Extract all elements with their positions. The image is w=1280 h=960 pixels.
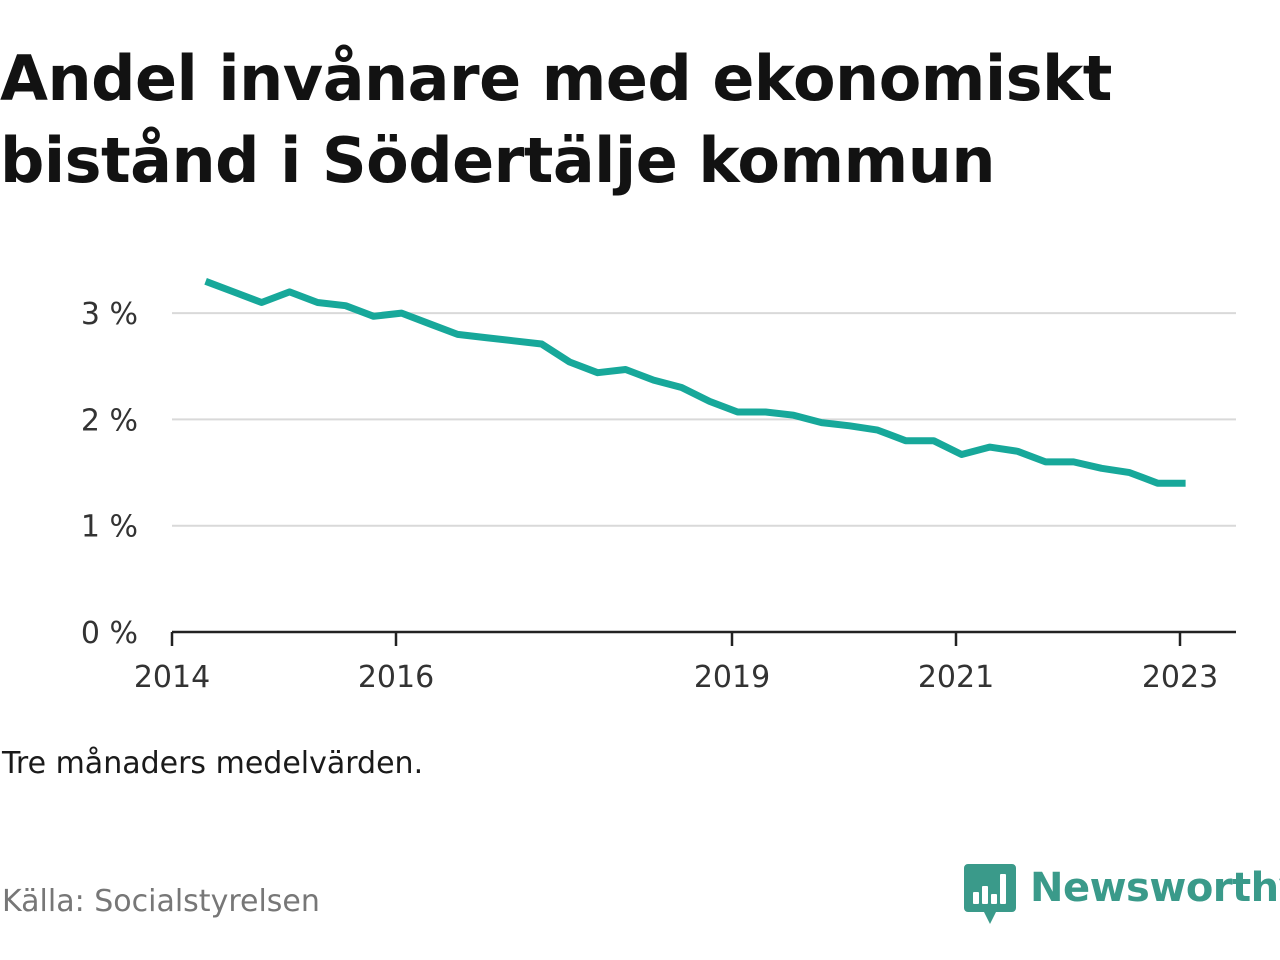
- chart-note: Tre månaders medelvärden.: [2, 746, 424, 781]
- source-credit: Källa: Socialstyrelsen: [2, 884, 320, 919]
- newsworthy-logo-icon: [964, 864, 1016, 924]
- series-line: [204, 278, 1186, 487]
- grid-lines: [172, 312, 1236, 527]
- x-tick-label: 2021: [918, 660, 994, 695]
- x-tick-label: 2014: [134, 660, 210, 695]
- series: [204, 278, 1186, 487]
- y-tick-label: 2 %: [81, 403, 138, 438]
- x-tick-label: 2016: [358, 660, 434, 695]
- brand-logo: Newsworthy: [964, 864, 1280, 928]
- line-chart: 0 % 1 % 2 % 3 % 2014 2016 2019 2021 2023: [81, 278, 1236, 695]
- chart-title: Andel invånare med ekonomiskt bistånd i …: [0, 42, 1112, 197]
- y-tick-label: 0 %: [81, 616, 138, 651]
- y-tick-label: 3 %: [81, 297, 138, 332]
- x-tick-labels: 2014 2016 2019 2021 2023: [134, 660, 1218, 695]
- y-tick-labels: 0 % 1 % 2 % 3 %: [81, 297, 138, 651]
- x-axis: [170, 630, 1236, 646]
- x-tick-label: 2023: [1142, 660, 1218, 695]
- brand-name: Newsworthy: [1030, 865, 1280, 911]
- x-tick-label: 2019: [694, 660, 770, 695]
- y-tick-label: 1 %: [81, 510, 138, 545]
